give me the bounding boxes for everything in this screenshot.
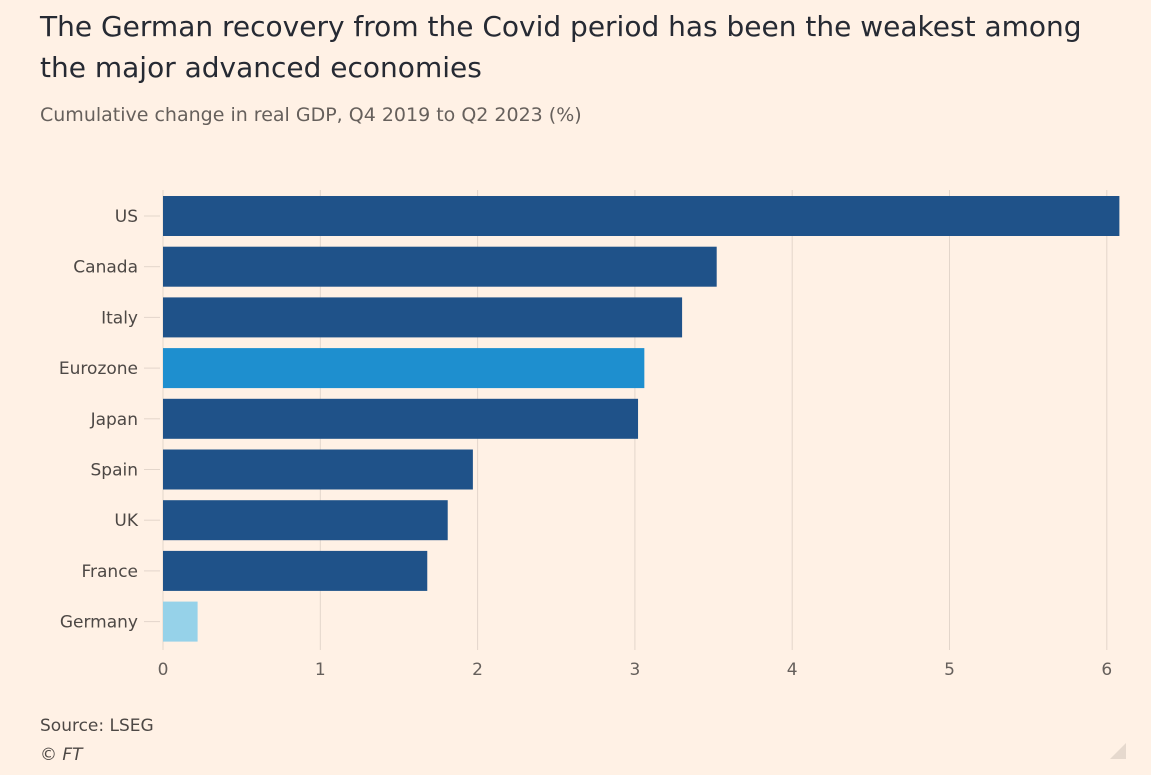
bar-eurozone: [163, 348, 645, 389]
bar-italy: [163, 297, 683, 338]
bar-germany: [163, 601, 198, 642]
x-tick-label: 3: [629, 660, 640, 680]
category-label: Japan: [90, 410, 138, 430]
category-label: Spain: [91, 461, 139, 481]
chart-title: The German recovery from the Covid perio…: [40, 10, 1082, 84]
source-note: Source: LSEG: [40, 716, 154, 736]
x-axis-tick-labels: 0 1 2 3 4 5 6: [158, 660, 1113, 680]
bar-japan: [163, 398, 639, 439]
category-label: Canada: [73, 258, 138, 278]
category-label: Germany: [60, 613, 138, 633]
x-tick-label: 6: [1101, 660, 1112, 680]
resize-grip-icon[interactable]: [1110, 743, 1126, 759]
x-tick-label: 2: [472, 660, 483, 680]
chart-subtitle: Cumulative change in real GDP, Q4 2019 t…: [40, 104, 582, 126]
bar-canada: [163, 246, 717, 287]
category-label: France: [81, 562, 138, 582]
bars: [163, 196, 1120, 642]
bar-uk: [163, 500, 448, 541]
category-label: Eurozone: [59, 359, 138, 379]
x-tick-label: 1: [315, 660, 326, 680]
category-label: Italy: [101, 308, 138, 328]
category-label: US: [115, 207, 138, 227]
x-tick-label: 0: [158, 660, 169, 680]
category-label: UK: [114, 511, 138, 531]
copyright-note: © FT: [40, 745, 83, 765]
bar-france: [163, 550, 428, 591]
bar-spain: [163, 449, 473, 490]
category-labels: US Canada Italy Eurozone Japan Spain UK France G…: [59, 207, 160, 633]
x-tick-label: 4: [787, 660, 798, 680]
bar-us: [163, 196, 1120, 236]
x-tick-label: 5: [944, 660, 955, 680]
